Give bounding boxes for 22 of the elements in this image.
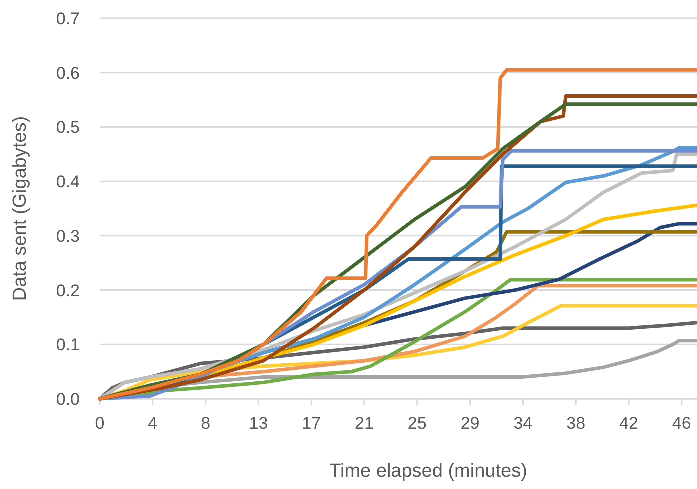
x-tick-label: 8 — [201, 414, 211, 433]
x-tick-label: 13 — [249, 414, 268, 433]
y-tick-label: 0.1 — [56, 336, 80, 355]
x-tick-label: 46 — [672, 414, 692, 433]
x-axis-title: Time elapsed (minutes) — [330, 461, 528, 482]
x-tick-label: 29 — [460, 414, 480, 433]
y-tick-label: 0.3 — [56, 226, 80, 246]
y-tick-label: 0.4 — [56, 172, 80, 192]
x-tick-label: 21 — [355, 414, 374, 433]
x-tick-label: 0 — [95, 414, 105, 433]
y-tick-label: 0.5 — [56, 118, 80, 138]
y-tick-label: 0.0 — [56, 390, 80, 409]
x-tick-label: 38 — [566, 414, 586, 433]
y-tick-label: 0.2 — [56, 281, 80, 300]
y-axis-title: Data sent (Gigabytes) — [10, 116, 31, 302]
x-tick-label: 17 — [302, 414, 322, 433]
y-tick-label: 0.6 — [56, 64, 80, 83]
y-tick-label: 0.7 — [56, 10, 80, 28]
x-tick-label: 34 — [514, 414, 533, 433]
x-tick-label: 4 — [148, 414, 158, 433]
x-tick-label: 42 — [620, 414, 638, 433]
x-tick-label: 25 — [408, 414, 427, 433]
